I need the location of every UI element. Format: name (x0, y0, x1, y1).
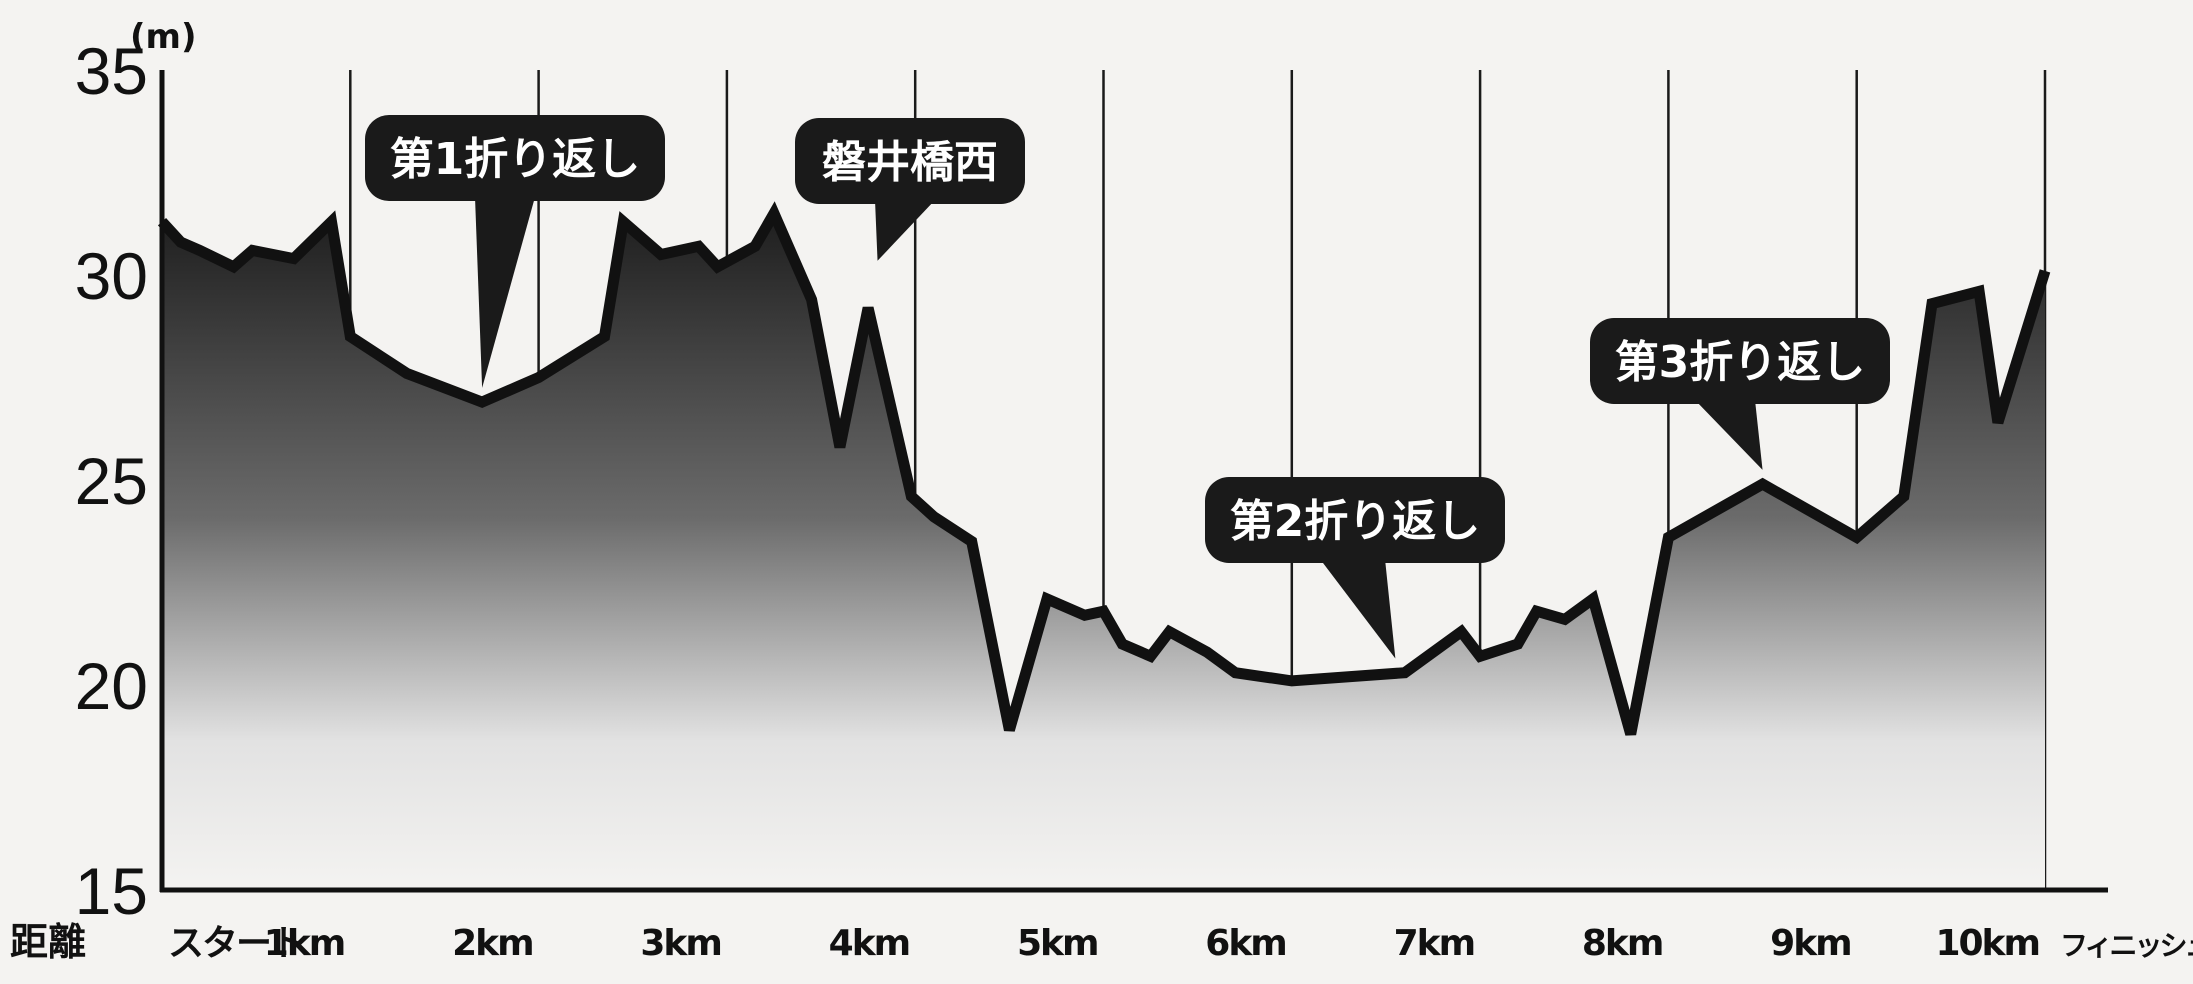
annotation-label: 第1折り返し (390, 134, 641, 185)
x-axis-label: 距離 (10, 920, 86, 964)
elevation-profile-line (157, 201, 2051, 736)
axes (159, 70, 2108, 893)
annotation-callout-3: 第2折り返し (1205, 477, 1505, 659)
x-tick-label-11: フィニッシュ (2060, 929, 2193, 962)
x-tick-label-4: 4km (829, 923, 910, 964)
annotation-box (1590, 318, 1890, 404)
annotation-pointer (475, 197, 535, 388)
x-tick-label-2: 2km (452, 923, 533, 964)
y-unit-label: (m) (130, 17, 197, 57)
elevation-area (162, 213, 2045, 890)
annotation-pointer (875, 200, 935, 261)
x-tick-label-3: 3km (640, 923, 721, 964)
annotation-callout-1: 第1折り返し (365, 115, 665, 388)
x-tick-label-5: 5km (1017, 923, 1098, 964)
annotation-pointer (1695, 400, 1763, 470)
annotation-label: 磐井橋西 (822, 137, 998, 188)
y-tick-label-35: 35 (75, 34, 148, 108)
x-tick-label-6: 6km (1205, 923, 1286, 964)
annotation-box (795, 118, 1025, 204)
annotation-box (1205, 477, 1505, 563)
x-tick-label-10: 10km (1935, 923, 2039, 964)
annotation-callout-2: 磐井橋西 (795, 118, 1025, 261)
x-tick-label-7: 7km (1394, 923, 1475, 964)
y-tick-label-25: 25 (75, 444, 148, 518)
annotation-label: 第3折り返し (1615, 337, 1866, 388)
y-tick-label-15: 15 (75, 854, 148, 928)
x-tick-label-0: スタート (168, 923, 304, 964)
x-tick-label-9: 9km (1770, 923, 1851, 964)
annotation-callout-4: 第3折り返し (1590, 318, 1890, 470)
x-tick-label-1: 1km (264, 923, 345, 964)
annotation-box (365, 115, 665, 201)
x-tick-label-8: 8km (1582, 923, 1663, 964)
y-tick-label-20: 20 (75, 649, 148, 723)
annotation-label: 第2折り返し (1230, 496, 1481, 547)
annotation-pointer (1320, 559, 1396, 659)
y-tick-label-30: 30 (75, 239, 148, 313)
